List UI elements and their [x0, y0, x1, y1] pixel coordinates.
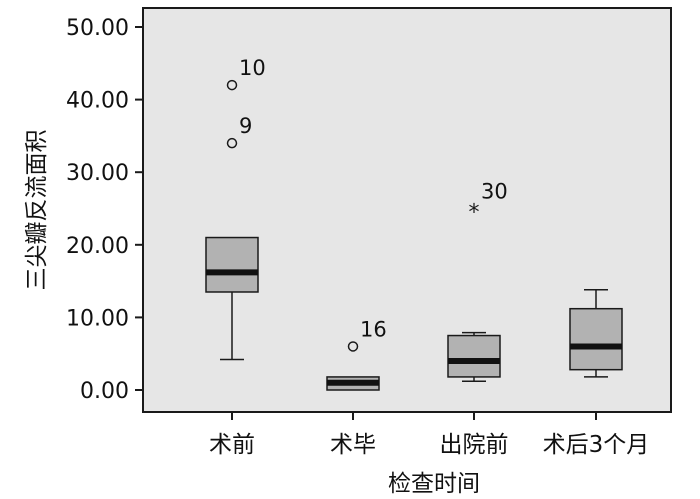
outlier-circle-marker — [226, 137, 238, 149]
box-iqr — [569, 307, 623, 371]
outlier-group: 10 9 16 *30 — [226, 56, 508, 352]
y-tick-label: 20.00 — [66, 234, 129, 259]
y-tick-label: 30.00 — [66, 161, 129, 186]
box-1 — [205, 236, 259, 361]
outlier-label: 30 — [481, 180, 508, 204]
box-iqr — [205, 236, 259, 293]
y-tick-label: 40.00 — [66, 89, 129, 114]
y-axis: 0.00 10.00 20.00 30.00 40.00 50.00 — [66, 16, 143, 404]
x-tick-label: 术毕 — [330, 432, 376, 458]
x-axis-title: 检查时间 — [388, 471, 480, 497]
outlier-label: 10 — [239, 56, 266, 80]
box-group — [205, 236, 623, 391]
outlier-label: 9 — [239, 114, 252, 138]
x-axis: 术前 术毕 出院前 术后3个月 — [209, 412, 649, 458]
y-tick-label: 0.00 — [80, 379, 129, 404]
box-2 — [326, 376, 380, 391]
outlier-circle-marker — [347, 341, 359, 352]
x-tick-label: 出院前 — [440, 432, 509, 458]
y-tick-label: 10.00 — [66, 306, 129, 331]
outlier-star-marker: * — [469, 201, 480, 226]
box-4 — [569, 289, 623, 378]
box-iqr — [447, 334, 501, 378]
y-axis-title: 三尖瓣反流面积 — [24, 130, 50, 291]
outlier-label: 16 — [360, 317, 387, 341]
x-tick-label: 术后3个月 — [543, 432, 650, 458]
y-tick-label: 50.00 — [66, 16, 129, 41]
outlier-circle-marker — [226, 79, 238, 91]
x-tick-label: 术前 — [209, 432, 255, 458]
box-3 — [447, 331, 501, 383]
